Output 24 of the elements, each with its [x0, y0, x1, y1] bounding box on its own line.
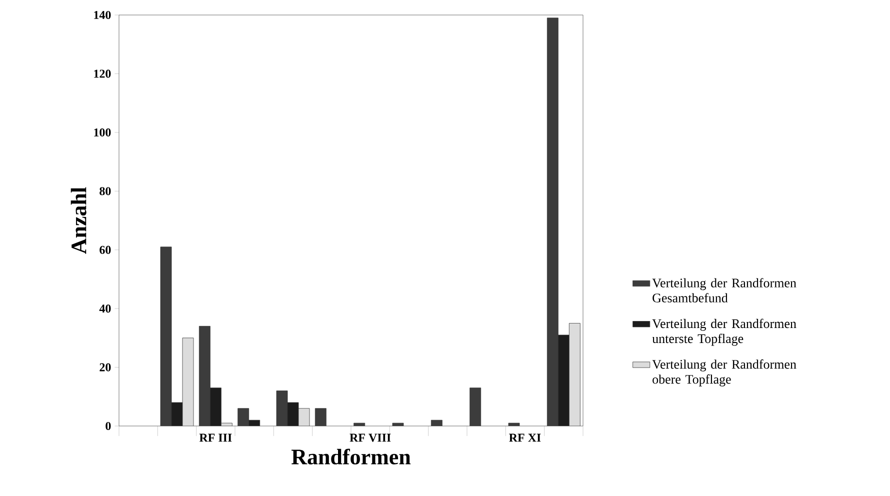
x-axis-title: Randformen: [291, 448, 411, 464]
y-tick-label: 60: [100, 246, 111, 254]
bar: [430, 420, 442, 426]
legend-label: Verteilung der Randformen Gesamtbefund: [652, 278, 796, 302]
y-axis-title: Anzahl: [70, 187, 86, 254]
y-tick-label: 40: [99, 304, 111, 313]
x-tick-label: RF III: [199, 434, 232, 442]
bar: [392, 422, 404, 426]
y-tick-label: 80: [100, 187, 111, 196]
x-tick-label: RF VIII: [350, 434, 391, 442]
legend-label: Verteilung der Randformen unterste Topflage: [652, 318, 796, 346]
y-tick-label: 20: [100, 363, 111, 372]
bar: [470, 388, 482, 426]
bar: [508, 422, 520, 426]
legend-label: Verteilung der Randformen obere Topflage: [652, 359, 796, 386]
y-tick-label: 140: [94, 10, 111, 20]
bar: [314, 408, 326, 426]
bar: [354, 422, 366, 426]
x-tick-label: RF XI: [509, 434, 541, 442]
y-tick-label: 100: [94, 128, 111, 136]
bar: [182, 338, 194, 426]
y-tick-label: 120: [94, 70, 111, 78]
bar: [568, 323, 580, 426]
y-tick-label: 0: [106, 422, 111, 430]
